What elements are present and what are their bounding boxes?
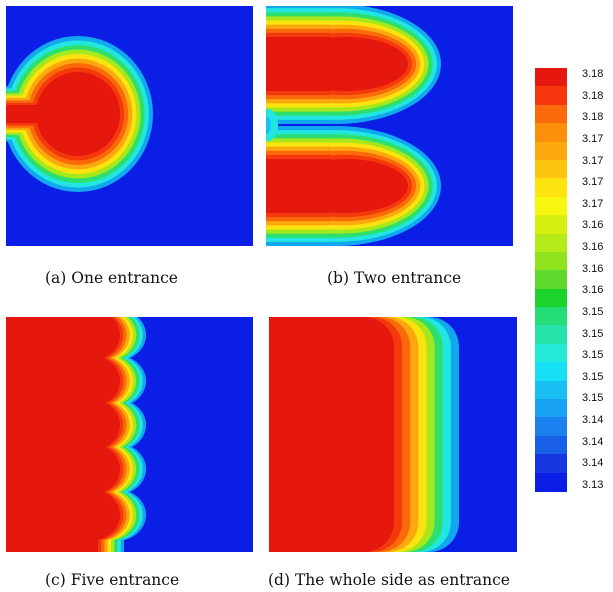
legend-label: 3.15: [582, 327, 604, 340]
contour-plot-five-entrance: [6, 317, 146, 552]
contour-jet: [266, 159, 331, 213]
contour-panel-whole-side-entrance: [269, 317, 517, 552]
contour-panel-two-entrance: [266, 6, 513, 246]
contour-plot-two-entrance: [266, 6, 441, 246]
legend-swatch: [535, 196, 567, 216]
legend-swatch: [535, 454, 567, 474]
legend-swatch: [535, 141, 567, 161]
legend-swatch: [535, 270, 567, 290]
legend-label: 3.17: [582, 154, 604, 167]
contour-gap: [266, 116, 271, 134]
legend-label: 3.17: [582, 197, 604, 210]
legend-label: 3.17: [582, 176, 604, 189]
contour-level: [6, 317, 120, 552]
legend-label: 3.18: [582, 68, 604, 80]
legend-label: 3.13: [582, 479, 604, 491]
legend-label: 3.15: [582, 392, 604, 405]
legend-swatch: [535, 399, 567, 419]
contour-lobe: [36, 72, 120, 156]
legend-swatch: [535, 123, 567, 143]
legend-swatch: [535, 251, 567, 271]
legend-label: 3.14: [582, 435, 604, 448]
legend-swatch: [535, 362, 567, 382]
contour-lobe: [60, 317, 120, 361]
contour-jet: [266, 37, 331, 91]
legend-label: 3.15: [582, 305, 604, 318]
legend-swatch: [535, 159, 567, 179]
legend-swatch: [535, 417, 567, 437]
legend-label: 3.17: [582, 132, 604, 145]
legend-label: 3.16: [582, 241, 604, 254]
legend-swatch: [535, 68, 567, 87]
legend-swatch: [535, 472, 567, 492]
contour-level: [6, 72, 120, 156]
legend-label: 3.14: [582, 457, 604, 470]
legend-swatch: [535, 233, 567, 253]
legend-swatch: [535, 343, 567, 363]
contour-plot-one-entrance: [6, 36, 153, 192]
legend-label: 3.14: [582, 414, 604, 427]
contour-jet: [6, 105, 76, 123]
contour-plot-whole-side-entrance: [269, 317, 459, 552]
caption-five-entrance: (c) Five entrance: [45, 571, 180, 589]
legend-label: 3.18: [582, 89, 604, 102]
legend-swatch: [535, 178, 567, 198]
contour-panel-five-entrance: [6, 317, 253, 552]
caption-one-entrance: (a) One entrance: [45, 269, 178, 287]
contour-level: [269, 317, 394, 552]
contour-front: [269, 317, 329, 552]
legend-swatch: [535, 215, 567, 235]
contour-lobe: [60, 489, 120, 541]
caption-whole-side-entrance: (d) The whole side as entrance: [268, 571, 510, 589]
legend-swatch: [535, 104, 567, 124]
contour-lobe: [60, 399, 120, 451]
color-scale-legend: [535, 68, 567, 492]
legend-label: 3.15: [582, 370, 604, 383]
legend-label: 3.16: [582, 284, 604, 297]
legend-label: 3.16: [582, 219, 604, 232]
legend-swatch: [535, 86, 567, 106]
legend-swatch: [535, 435, 567, 455]
caption-two-entrance: (b) Two entrance: [327, 269, 462, 287]
legend-swatch: [535, 288, 567, 308]
contour-panel-one-entrance: [6, 6, 253, 246]
contour-lobe: [60, 443, 120, 495]
legend-label: 3.15: [582, 349, 604, 362]
legend-label: 3.16: [582, 262, 604, 275]
contour-gap: [266, 109, 278, 141]
legend-swatch: [535, 325, 567, 345]
contour-level: [266, 37, 408, 213]
contour-lobe: [60, 355, 120, 407]
legend-swatch: [535, 380, 567, 400]
legend-label: 3.18: [582, 111, 604, 124]
legend-swatch: [535, 307, 567, 327]
